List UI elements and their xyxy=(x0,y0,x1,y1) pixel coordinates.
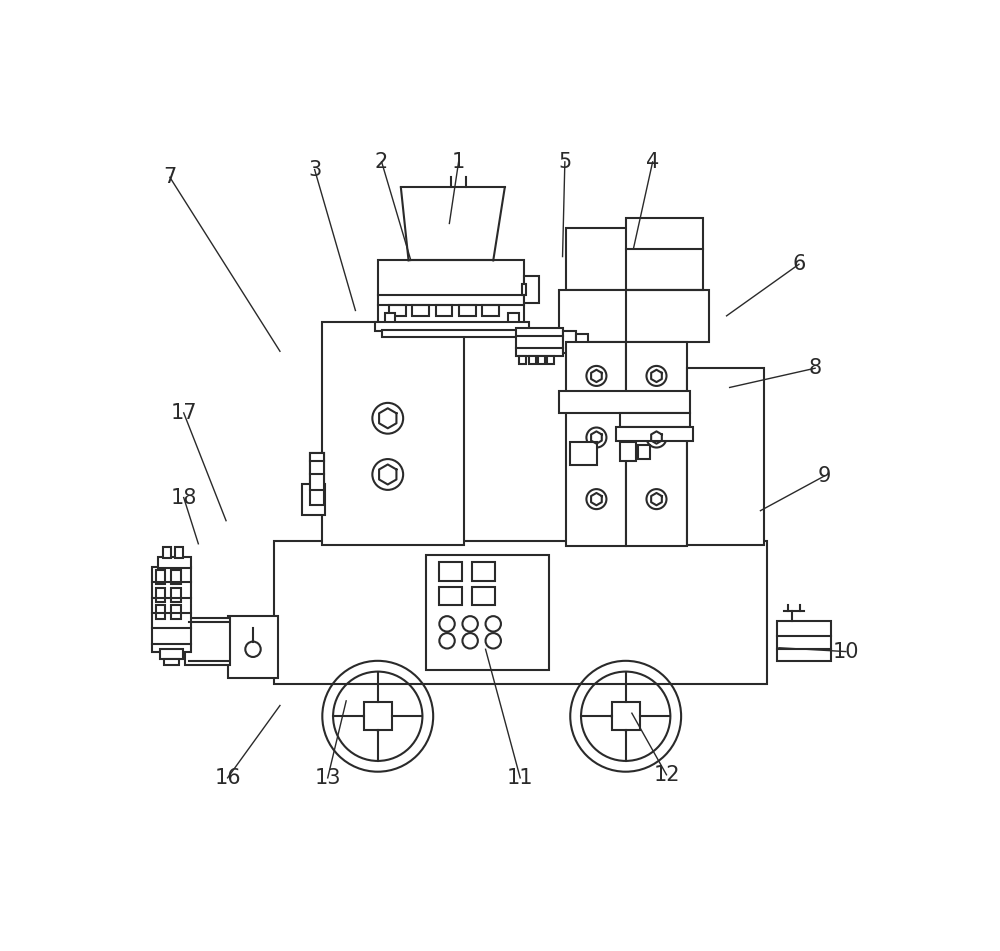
Bar xyxy=(439,587,462,606)
Bar xyxy=(626,342,687,546)
Bar xyxy=(547,356,554,363)
Bar xyxy=(375,322,529,331)
Bar xyxy=(472,587,495,606)
Bar xyxy=(576,334,588,351)
Bar xyxy=(156,588,165,602)
Bar xyxy=(171,606,181,619)
Bar xyxy=(274,541,767,684)
Text: 10: 10 xyxy=(833,642,859,662)
Bar xyxy=(378,261,524,326)
Bar xyxy=(529,356,536,363)
Bar xyxy=(524,276,539,302)
Bar xyxy=(310,453,324,505)
Bar xyxy=(322,322,464,545)
Bar xyxy=(620,442,636,461)
Bar xyxy=(228,616,278,678)
Text: 16: 16 xyxy=(214,767,241,787)
Text: 1: 1 xyxy=(452,152,465,172)
Bar xyxy=(566,342,626,546)
Bar xyxy=(612,703,640,730)
Bar xyxy=(538,356,545,363)
Bar xyxy=(559,391,690,413)
Bar xyxy=(620,413,690,427)
Bar xyxy=(439,562,462,581)
Text: 8: 8 xyxy=(809,359,822,378)
Bar xyxy=(459,305,476,316)
Text: 4: 4 xyxy=(646,152,659,172)
Bar xyxy=(156,570,165,584)
Bar xyxy=(436,305,452,316)
Bar xyxy=(566,228,628,290)
Bar xyxy=(519,356,526,363)
Text: 9: 9 xyxy=(818,466,831,486)
Bar xyxy=(310,453,324,505)
Bar xyxy=(171,570,181,584)
Bar xyxy=(185,618,230,665)
Bar xyxy=(570,442,597,465)
Bar xyxy=(482,305,499,316)
Bar xyxy=(508,313,519,323)
Bar xyxy=(516,328,563,356)
Bar xyxy=(412,305,429,316)
Text: 7: 7 xyxy=(163,167,176,187)
Bar xyxy=(687,368,764,545)
Text: 11: 11 xyxy=(507,767,533,787)
Bar xyxy=(626,218,703,290)
Bar xyxy=(160,650,183,658)
Bar xyxy=(171,588,181,602)
Text: 3: 3 xyxy=(308,160,321,180)
Bar xyxy=(364,703,392,730)
Text: 12: 12 xyxy=(653,765,680,785)
Bar xyxy=(522,283,526,295)
Text: 2: 2 xyxy=(375,152,388,172)
Bar xyxy=(302,484,325,514)
Text: 6: 6 xyxy=(792,254,806,274)
Bar xyxy=(385,313,395,323)
Bar xyxy=(163,547,171,557)
Bar xyxy=(158,557,191,569)
Bar xyxy=(472,562,495,581)
Bar xyxy=(175,547,183,557)
Bar xyxy=(164,658,179,665)
Bar xyxy=(777,621,831,661)
Text: 17: 17 xyxy=(170,403,197,423)
Bar xyxy=(382,330,525,338)
Bar xyxy=(616,427,693,440)
Bar xyxy=(559,290,709,342)
Bar xyxy=(563,331,576,353)
Bar xyxy=(638,445,650,459)
Text: 13: 13 xyxy=(314,767,341,787)
Bar xyxy=(389,305,406,316)
Bar xyxy=(426,554,549,670)
Text: 18: 18 xyxy=(171,488,197,508)
Bar xyxy=(152,567,191,651)
Text: 5: 5 xyxy=(558,152,571,172)
Bar xyxy=(156,606,165,619)
